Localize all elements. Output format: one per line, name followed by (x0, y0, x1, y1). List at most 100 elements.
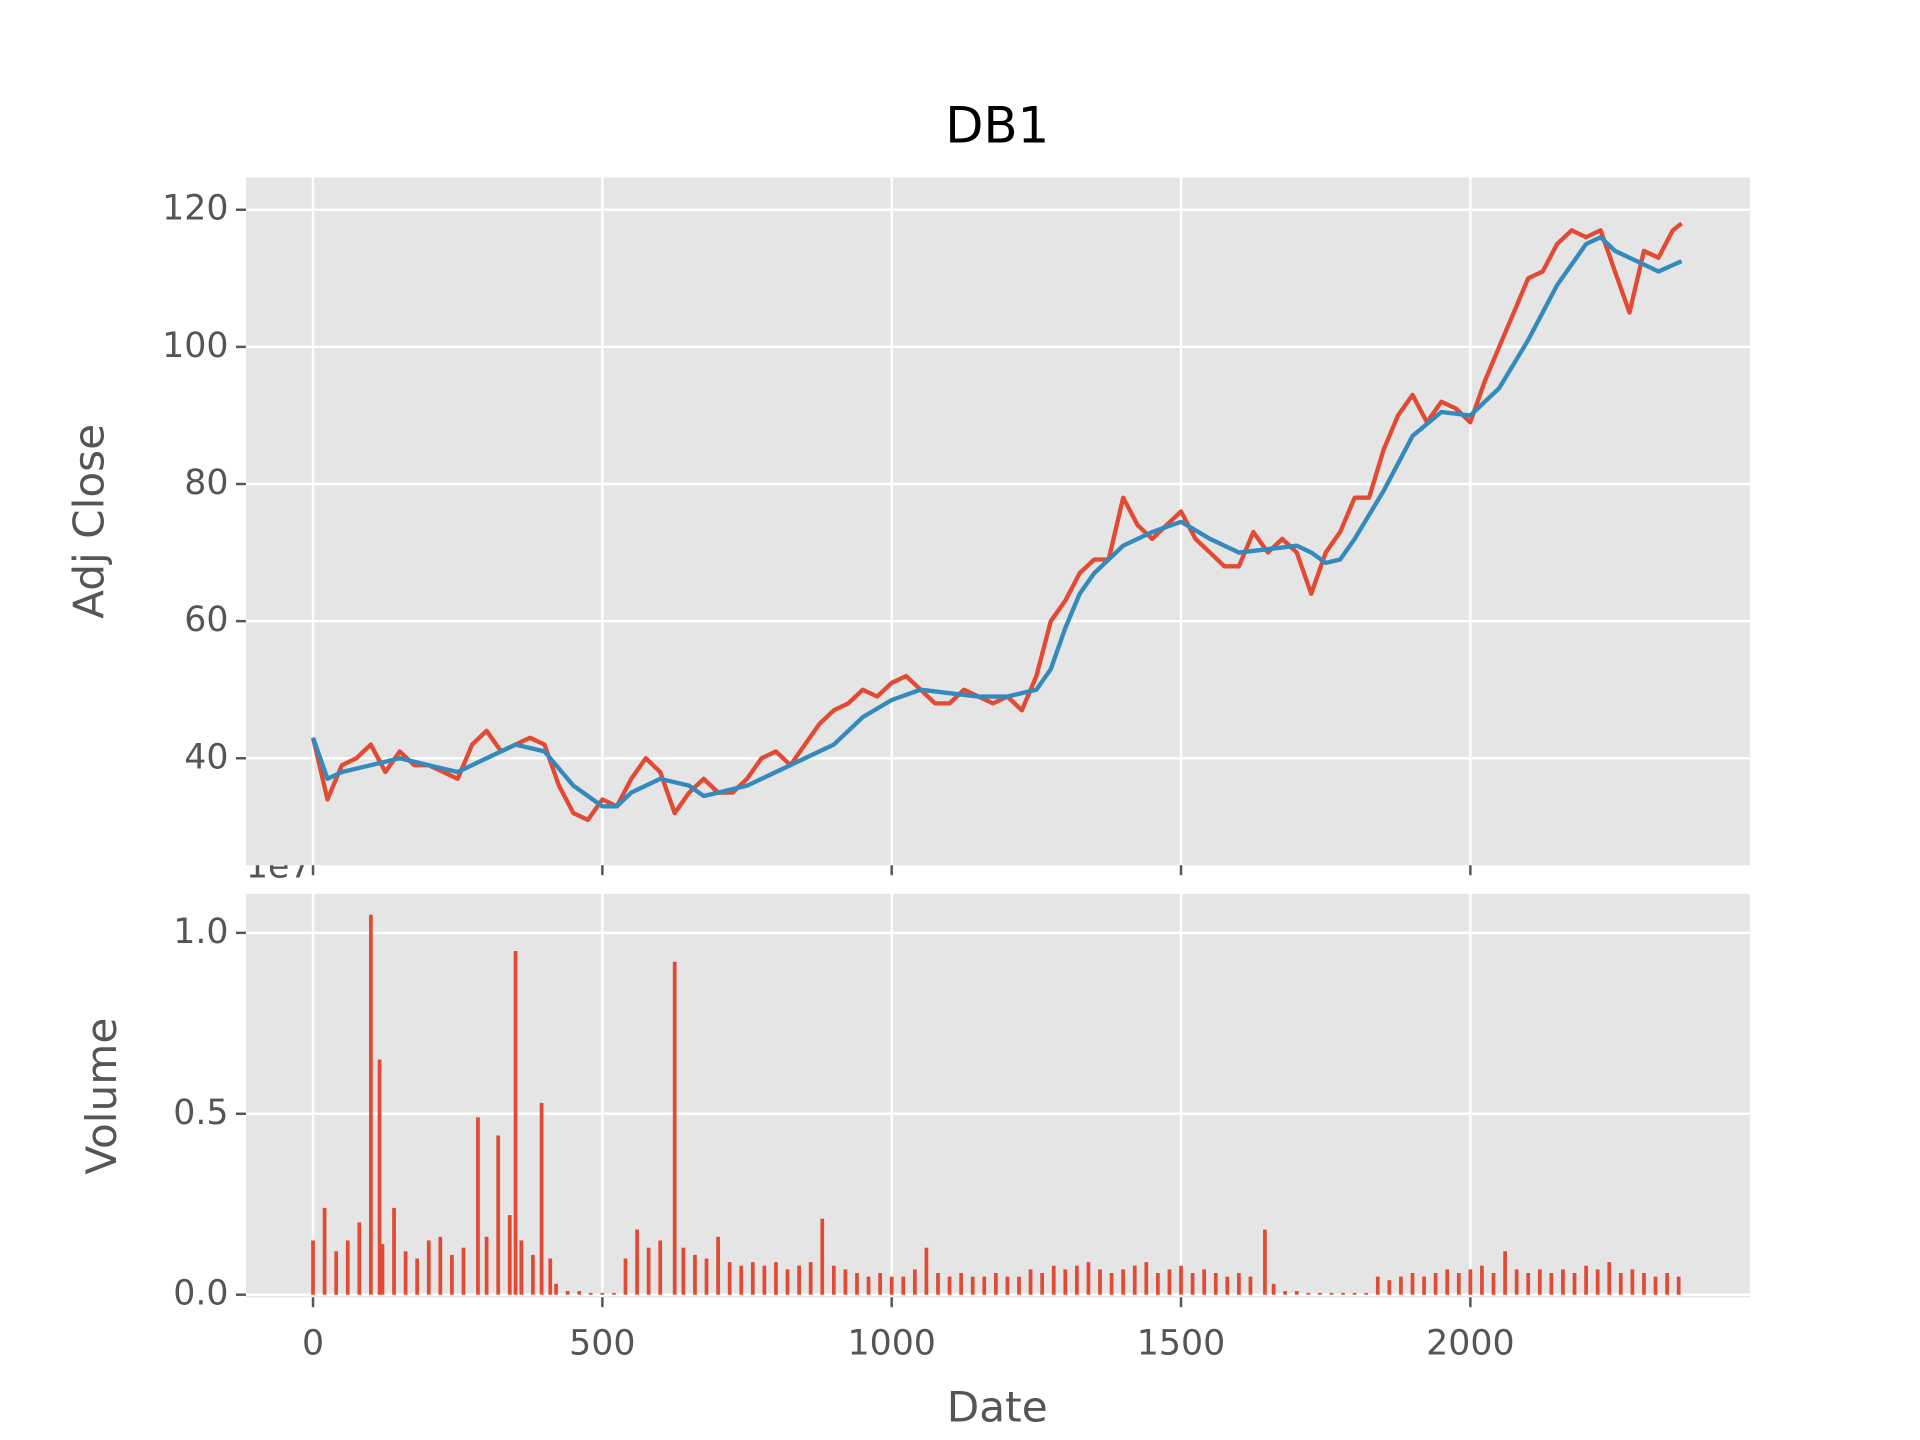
bar (357, 1222, 362, 1295)
bar (681, 1247, 686, 1295)
bar (554, 1283, 558, 1295)
bar (1526, 1272, 1531, 1295)
y-tick-label: 60 (184, 600, 228, 640)
bar (392, 1207, 396, 1295)
bar (450, 1254, 454, 1295)
bar (1387, 1280, 1392, 1295)
bar (1399, 1276, 1403, 1295)
bar (345, 1240, 350, 1295)
bar (1294, 1291, 1299, 1295)
bar (924, 1247, 929, 1295)
bar (820, 1218, 825, 1295)
bar (1051, 1265, 1056, 1295)
x-axis-label: Date (947, 1383, 1048, 1432)
bar (496, 1135, 501, 1295)
bar (484, 1236, 489, 1295)
y-tick-label: 0.0 (173, 1274, 228, 1314)
bar (1028, 1269, 1033, 1295)
bar (1607, 1262, 1612, 1295)
bar (1098, 1269, 1102, 1295)
bar (808, 1262, 813, 1295)
bar (716, 1236, 720, 1295)
bar (461, 1247, 466, 1295)
bar (1237, 1272, 1241, 1295)
x-tick-label: 1000 (847, 1323, 935, 1363)
bar (1075, 1265, 1079, 1295)
bar (1109, 1272, 1114, 1295)
bar (1514, 1269, 1519, 1295)
bar (1537, 1269, 1542, 1295)
bar (377, 1059, 382, 1295)
bar (1561, 1269, 1565, 1295)
bar (1364, 1292, 1369, 1295)
bar (1248, 1276, 1253, 1295)
bar (1422, 1276, 1426, 1295)
bar (1318, 1292, 1322, 1295)
bar (1121, 1269, 1126, 1295)
y-tick-label: 0.5 (173, 1093, 228, 1133)
bar (1329, 1292, 1334, 1295)
bar (426, 1240, 431, 1295)
y-axis-label: Adj Close (64, 424, 113, 619)
bar (1549, 1272, 1554, 1295)
bar (1132, 1265, 1137, 1295)
bar (704, 1258, 709, 1295)
bar (565, 1291, 570, 1295)
bar (1618, 1272, 1623, 1295)
bar (889, 1276, 894, 1295)
bar (1630, 1269, 1635, 1295)
x-tick-label: 2000 (1426, 1323, 1514, 1363)
y-tick-label: 80 (184, 463, 228, 503)
bar (531, 1254, 535, 1295)
bar (380, 1244, 385, 1295)
bar (1063, 1269, 1068, 1295)
bar (646, 1247, 651, 1295)
bar (866, 1276, 871, 1295)
bar (1225, 1276, 1230, 1295)
bar (1341, 1292, 1345, 1295)
bar (1306, 1292, 1311, 1295)
bar (600, 1292, 605, 1295)
bar (1005, 1276, 1010, 1295)
bar (762, 1265, 767, 1295)
bar (947, 1276, 952, 1295)
bar (797, 1265, 801, 1295)
plot-area (245, 177, 1750, 866)
bar (1665, 1272, 1669, 1295)
bar (1167, 1269, 1172, 1295)
bar (901, 1276, 906, 1295)
bar (1584, 1265, 1588, 1295)
bar (1480, 1265, 1484, 1295)
x-tick-label: 500 (569, 1323, 635, 1363)
bar (1410, 1272, 1415, 1295)
bar (635, 1229, 639, 1295)
bar (403, 1251, 408, 1295)
bar (311, 1240, 315, 1295)
bar (739, 1265, 744, 1295)
bar (1040, 1272, 1045, 1295)
chart-title: DB1 (945, 97, 1049, 155)
y-tick-label: 100 (162, 326, 228, 366)
bar (1156, 1272, 1160, 1295)
bar (843, 1269, 848, 1295)
x-tick-label: 1500 (1137, 1323, 1225, 1363)
bar (369, 914, 373, 1295)
bar (577, 1291, 582, 1295)
x-tick-label: 0 (302, 1323, 324, 1363)
bar (993, 1272, 998, 1295)
line (311, 235, 1683, 809)
bar (774, 1262, 778, 1295)
bar (1642, 1272, 1646, 1295)
bar (855, 1272, 859, 1295)
bar (750, 1262, 755, 1295)
bar (982, 1276, 987, 1295)
bar (1213, 1272, 1218, 1295)
bar (1456, 1272, 1461, 1295)
line (310, 221, 1683, 823)
y-tick-label: 40 (184, 737, 228, 777)
bar (415, 1258, 420, 1295)
bar (1491, 1272, 1496, 1295)
bar (1263, 1229, 1267, 1295)
plot-area (245, 893, 1750, 1298)
